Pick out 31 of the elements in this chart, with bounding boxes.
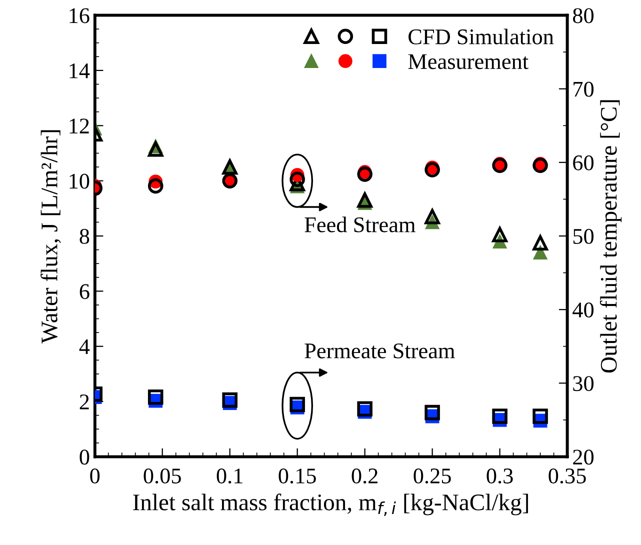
- x-tick-label: 0: [90, 468, 100, 484]
- y-tick-label: 14: [70, 63, 90, 78]
- x-tick-label: 0.35: [548, 468, 586, 484]
- x-tick-label: 0.05: [144, 468, 181, 484]
- x-tick-label: 0.1: [216, 468, 242, 484]
- legend-label: Measurement: [408, 54, 528, 70]
- y-tick-label: 2: [80, 394, 89, 410]
- annotation: Feed Stream: [304, 216, 416, 232]
- y2-tick-label: 60: [573, 155, 594, 170]
- x-tick-label: 0.3: [486, 468, 513, 484]
- y2-tick-label: 40: [572, 302, 594, 318]
- x-tick-label: 0.15: [278, 468, 316, 484]
- y-tick-label: 16: [70, 8, 90, 24]
- y-tick-label: 8: [80, 228, 90, 244]
- annotation: Permeate Stream: [304, 343, 455, 358]
- y2-tick-label: 20: [573, 450, 594, 465]
- y2-tick-label: 30: [573, 376, 594, 392]
- x-axis-title: Inlet salt mass fraction, m$_{f,i}$ [kg-NaCl/kg]: [133, 494, 528, 516]
- y-tick-label: 4: [79, 339, 90, 354]
- y-axis-title: Water flux, J [L/m²/hr]: [40, 130, 61, 344]
- x-tick-label: 0.25: [414, 468, 451, 484]
- y2-axis-title: Outlet fluid temperature [°C]: [600, 100, 622, 372]
- x-tick-label: 0.2: [352, 468, 378, 484]
- y2-tick-label: 50: [573, 228, 594, 244]
- legend-label: CFD Simulation: [408, 28, 554, 44]
- y2-tick-label: 80: [572, 8, 594, 24]
- y-tick-label: 12: [70, 118, 89, 134]
- y2-tick-label: 70: [574, 82, 594, 97]
- y-tick-label: 6: [80, 284, 90, 300]
- y-tick-label: 0: [80, 450, 90, 465]
- y-tick-label: 10: [70, 174, 90, 189]
